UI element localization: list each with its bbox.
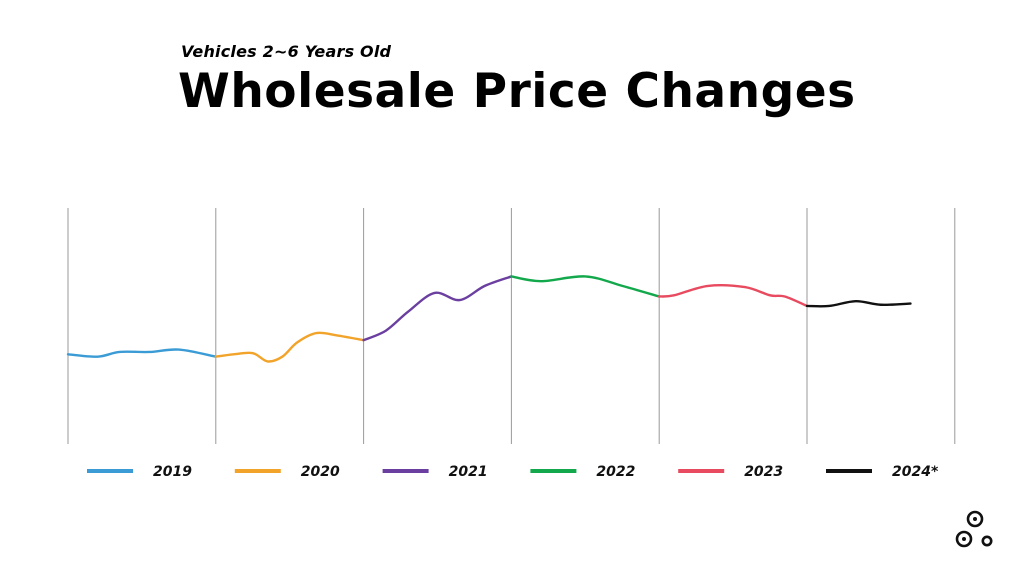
legend-label: 2020	[301, 464, 340, 480]
series-line-2022	[510, 275, 661, 298]
chart-title: Wholesale Price Changes	[178, 64, 856, 119]
legend-label: 2023	[744, 464, 783, 480]
series-line-2019	[66, 348, 217, 358]
series-line-2020	[214, 331, 365, 363]
gridlines	[67, 208, 956, 444]
series-line-2021	[362, 275, 513, 342]
chart-subtitle: Vehicles 2~6 Years Old	[181, 42, 392, 61]
legend-label: 2021	[449, 464, 488, 480]
legend-label: 2022	[596, 464, 635, 480]
series-line-2023	[658, 284, 809, 308]
legend-label: 2024*	[892, 464, 939, 480]
brand-logo-icon	[955, 510, 993, 548]
series-line-2024	[805, 300, 912, 308]
legend: 2019 2020 2021 2022 2023 2024*	[87, 464, 939, 480]
series-lines	[66, 275, 912, 363]
legend-label: 2019	[153, 464, 192, 480]
